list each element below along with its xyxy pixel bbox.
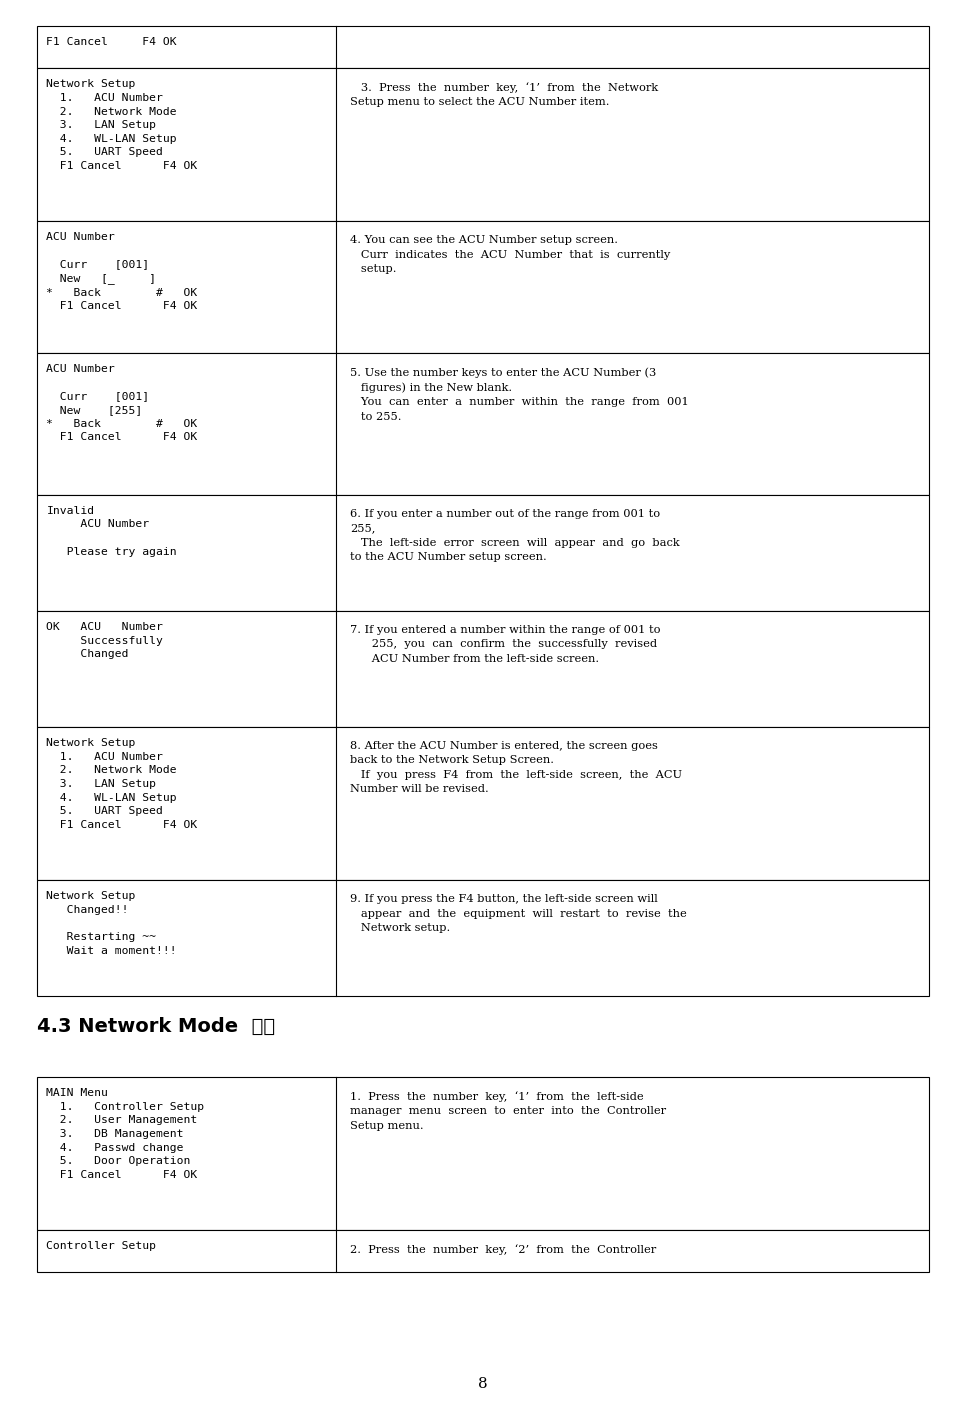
Text: 2.  Press  the  number  key,  ‘2’  from  the  Controller: 2. Press the number key, ‘2’ from the Co… [351,1244,657,1255]
Text: 1.  Press  the  number  key,  ‘1’  from  the  left-side
manager  menu  screen  t: 1. Press the number key, ‘1’ from the le… [351,1091,667,1131]
Text: OK   ACU   Number
     Successfully
     Changed: OK ACU Number Successfully Changed [46,622,163,659]
Text: 6. If you enter a number out of the range from 001 to
255,
   The  left-side  er: 6. If you enter a number out of the rang… [351,509,680,563]
Text: 8: 8 [478,1377,488,1391]
Text: 9. If you press the F4 button, the left-side screen will
   appear  and  the  eq: 9. If you press the F4 button, the left-… [351,894,687,932]
Bar [37,68,929,221]
Text: MAIN Menu
  1.   Controller Setup
  2.   User Management
  3.   DB Management
  : MAIN Menu 1. Controller Setup 2. User Ma… [46,1088,205,1180]
Text: Network Setup
  1.   ACU Number
  2.   Network Mode
  3.   LAN Setup
  4.   WL-L: Network Setup 1. ACU Number 2. Network M… [46,738,198,830]
Text: 8. After the ACU Number is entered, the screen goes
back to the Network Setup Sc: 8. After the ACU Number is entered, the … [351,741,682,795]
Bar [37,1077,929,1230]
Bar [37,880,929,996]
Text: 4. You can see the ACU Number setup screen.
   Curr  indicates  the  ACU  Number: 4. You can see the ACU Number setup scre… [351,235,670,273]
Text: 3.  Press  the  number  key,  ‘1’  from  the  Network
Setup menu to select the A: 3. Press the number key, ‘1’ from the Ne… [351,82,659,108]
Text: F1 Cancel     F4 OK: F1 Cancel F4 OK [46,37,177,47]
Bar [37,26,929,68]
Text: ACU Number

  Curr    [001]
  New    [255]
*   Back        #   OK
  F1 Cancel   : ACU Number Curr [001] New [255] * Back #… [46,364,198,442]
Text: Invalid
     ACU Number

   Please try again: Invalid ACU Number Please try again [46,506,177,557]
Text: Network Setup
   Changed!!

   Restarting ~~
   Wait a moment!!!: Network Setup Changed!! Restarting ~~ Wa… [46,891,177,955]
Bar [37,495,929,611]
Text: 4.3 Network Mode  설정: 4.3 Network Mode 설정 [37,1017,275,1036]
Bar [37,727,929,880]
Text: Controller Setup: Controller Setup [46,1241,156,1251]
Text: 7. If you entered a number within the range of 001 to
      255,  you  can  conf: 7. If you entered a number within the ra… [351,625,661,663]
Text: Network Setup
  1.   ACU Number
  2.   Network Mode
  3.   LAN Setup
  4.   WL-L: Network Setup 1. ACU Number 2. Network M… [46,79,198,171]
Bar [37,221,929,353]
Text: ACU Number

  Curr    [001]
  New   [_     ]
*   Back        #   OK
  F1 Cancel : ACU Number Curr [001] New [_ ] * Back # … [46,232,198,312]
Bar [37,611,929,727]
Bar [37,1230,929,1272]
Text: 5. Use the number keys to enter the ACU Number (3
   figures) in the New blank.
: 5. Use the number keys to enter the ACU … [351,367,689,422]
Bar [37,353,929,495]
